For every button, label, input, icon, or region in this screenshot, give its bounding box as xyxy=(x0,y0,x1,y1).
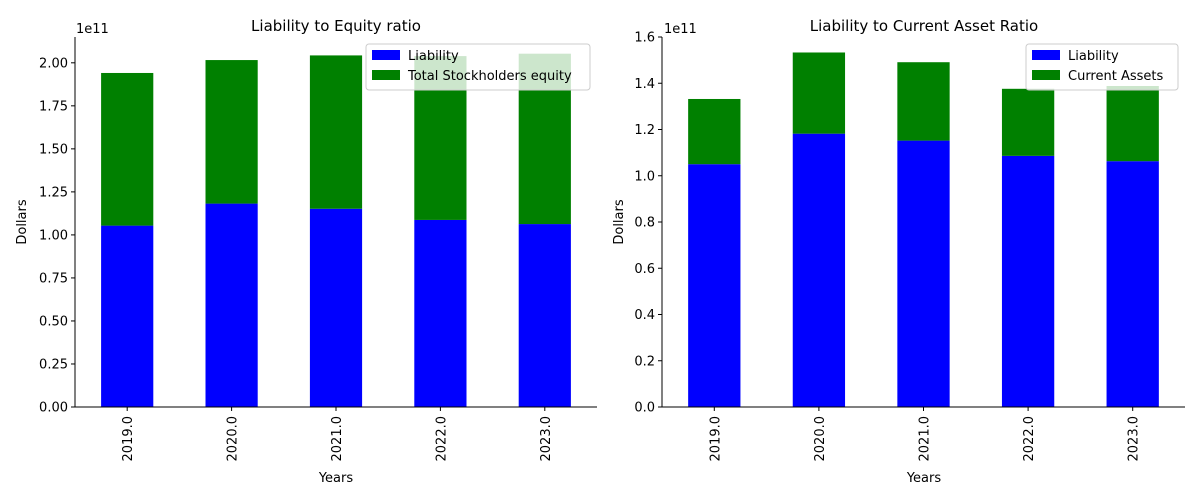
x-tick-label: 2020.0 xyxy=(226,416,241,462)
y-axis-title: Dollars xyxy=(15,199,30,244)
bar-stack-2019.0 xyxy=(101,72,154,226)
y-axis-title: Dollars xyxy=(612,199,627,244)
y-tick-label: 0.50 xyxy=(39,314,68,329)
y-tick-label: 1.0 xyxy=(634,169,655,184)
bar-liability-2022.0 xyxy=(414,219,467,407)
plot-area: 2019.0 2020.0 2021.0 2022.0 2023.0 0.0 0.2 0.4 0… xyxy=(634,31,1185,462)
y-axis-offset-text: 1e11 xyxy=(664,22,697,37)
bar-liability-2023.0 xyxy=(1106,161,1159,407)
chart-title: Liability to Current Asset Ratio xyxy=(810,17,1038,35)
bar-liability-2022.0 xyxy=(1001,155,1055,407)
x-tick-label: 2022.0 xyxy=(434,416,449,462)
bar-stack-2022.0 xyxy=(1001,88,1055,156)
legend-frame xyxy=(1025,43,1179,91)
bar-liability-2019.0 xyxy=(688,164,741,407)
legend: Liability Total Stockholders equity xyxy=(365,43,591,91)
y-tick-label: 1.25 xyxy=(39,185,68,200)
y-tick-label: 1.00 xyxy=(39,228,68,243)
legend-swatch xyxy=(372,50,400,60)
y-tick-label: 0.0 xyxy=(634,401,655,416)
legend-label: Current Assets xyxy=(1068,69,1163,84)
y-tick-label: 0.25 xyxy=(39,357,68,372)
y-tick-label: 0.6 xyxy=(634,262,655,277)
y-tick-label: 1.75 xyxy=(39,99,68,114)
x-tick-label: 2023.0 xyxy=(539,416,554,462)
bar-liability-2021.0 xyxy=(309,208,363,407)
bar-stack-2020.0 xyxy=(205,60,258,204)
x-tick-label: 2019.0 xyxy=(708,416,723,462)
legend-swatch xyxy=(1032,70,1060,80)
legend-label: Total Stockholders equity xyxy=(407,69,572,84)
y-tick-label: 1.2 xyxy=(634,123,655,138)
x-tick-label: 2019.0 xyxy=(121,416,136,462)
plot-area: 2019.0 2020.0 2021.0 2022.0 2023.0 0.00 0.25 0.… xyxy=(39,37,597,462)
bar-liability-2020.0 xyxy=(792,133,846,407)
y-tick-label: 1.4 xyxy=(634,77,655,92)
y-axis-offset-text: 1e11 xyxy=(76,22,109,37)
chart-title: Liability to Equity ratio xyxy=(251,17,421,35)
y-tick-label: 0.4 xyxy=(634,308,655,323)
x-tick-label: 2023.0 xyxy=(1127,416,1142,462)
x-tick-label: 2021.0 xyxy=(918,416,933,462)
y-tick-label: 1.6 xyxy=(634,31,655,46)
legend-swatch xyxy=(1032,50,1060,60)
y-tick-label: 1.50 xyxy=(39,142,68,157)
y-tick-label: 0.00 xyxy=(39,401,68,416)
legend-frame xyxy=(365,43,591,91)
bar-stack-2023.0 xyxy=(1106,86,1159,162)
y-tick-label: 0.8 xyxy=(634,216,655,231)
legend: Liability Current Assets xyxy=(1025,43,1179,91)
x-axis-title: Years xyxy=(318,471,354,486)
bar-stack-2020.0 xyxy=(792,52,846,134)
chart-liability-to-current-asset: Liability to Current Asset Ratio 1e11 Do… xyxy=(612,17,1185,486)
y-tick-label: 2.00 xyxy=(39,56,68,71)
x-tick-label: 2020.0 xyxy=(813,416,828,462)
legend-swatch xyxy=(372,70,400,80)
y-tick-label: 0.75 xyxy=(39,271,68,286)
x-tick-label: 2021.0 xyxy=(330,416,345,462)
y-tick-label: 0.2 xyxy=(634,354,655,369)
bar-stack-2021.0 xyxy=(897,62,950,141)
bar-liability-2020.0 xyxy=(205,203,258,407)
bar-liability-2023.0 xyxy=(518,224,571,407)
bar-liability-2021.0 xyxy=(897,140,950,407)
chart-liability-to-equity: Liability to Equity ratio 1e11 Dollars Y… xyxy=(15,17,597,486)
legend-label: Liability xyxy=(408,49,459,64)
bar-stack-2021.0 xyxy=(309,55,363,209)
legend-label: Liability xyxy=(1068,49,1119,64)
bar-liability-2019.0 xyxy=(101,225,154,407)
bar-stack-2019.0 xyxy=(688,98,741,165)
x-tick-label: 2022.0 xyxy=(1022,416,1037,462)
x-axis-title: Years xyxy=(906,471,942,486)
